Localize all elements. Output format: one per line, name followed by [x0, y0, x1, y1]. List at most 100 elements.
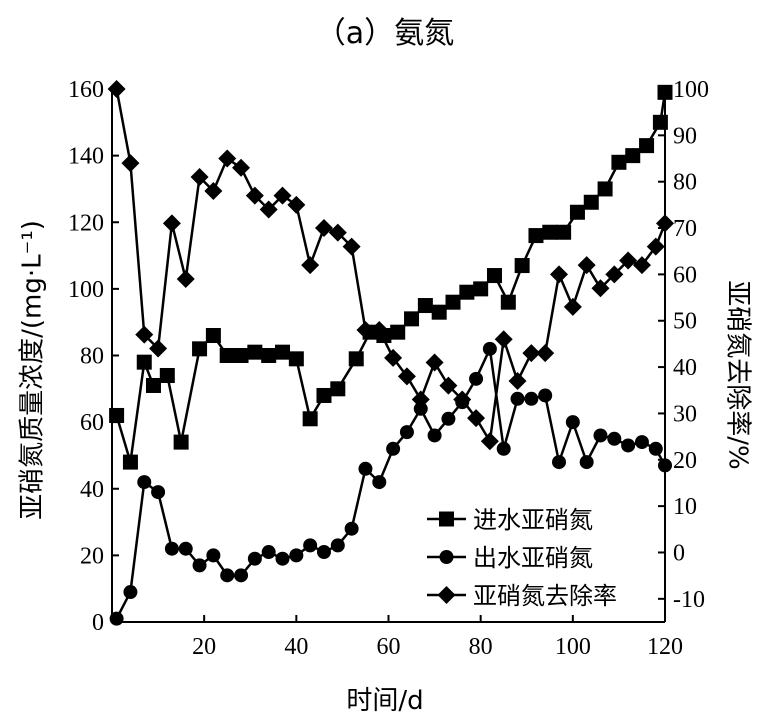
y-tick-label-left: 40 — [80, 477, 104, 503]
x-tick-label: 40 — [284, 634, 308, 660]
data-point-square — [569, 204, 585, 220]
x-tick-label: 60 — [377, 634, 401, 660]
y-tick-label-right: 100 — [673, 77, 709, 103]
data-point-diamond — [342, 237, 361, 256]
data-point-circle — [634, 435, 649, 450]
data-point-square — [500, 294, 516, 310]
data-point-circle — [441, 411, 456, 426]
data-point-square — [145, 377, 161, 393]
data-point-circle — [496, 441, 511, 456]
data-point-square — [486, 268, 502, 284]
data-point-square — [390, 324, 406, 340]
data-point-circle — [289, 548, 304, 563]
y-tick-label-left: 140 — [68, 144, 104, 170]
data-point-diamond — [605, 265, 624, 284]
data-point-diamond — [218, 149, 237, 168]
data-point-diamond — [232, 158, 251, 177]
data-point-diamond — [439, 376, 458, 395]
data-point-square — [657, 84, 673, 100]
data-point-square — [652, 114, 668, 130]
y-tick-label-left: 160 — [68, 77, 104, 103]
data-point-square — [445, 294, 461, 310]
data-point-diamond — [425, 353, 444, 372]
data-point-diamond — [149, 339, 168, 358]
data-point-circle — [316, 545, 331, 560]
y-tick-label-right: 20 — [673, 448, 697, 474]
series-line-circle — [115, 344, 667, 620]
data-point-circle — [399, 425, 414, 440]
data-point-square — [247, 344, 263, 360]
data-point-square — [459, 284, 475, 300]
chart-axes: 20 40 60 80 100 120 0 20 40 60 80 100 120 140 160 -10 0 1… — [68, 77, 709, 660]
data-point-square — [639, 138, 655, 154]
data-point-diamond — [577, 256, 596, 275]
data-point-square — [302, 411, 318, 427]
data-point-circle — [247, 551, 262, 566]
data-point-circle — [593, 428, 608, 443]
data-point-diamond — [162, 214, 181, 233]
data-point-diamond — [314, 219, 333, 238]
data-point-diamond — [176, 270, 195, 289]
data-point-square — [109, 407, 125, 423]
data-point-circle — [178, 541, 193, 556]
y-tick-label-right: 10 — [673, 494, 697, 520]
data-point-square — [192, 341, 208, 357]
y-tick-label-left: 120 — [68, 210, 104, 236]
x-tick-label: 80 — [469, 634, 493, 660]
data-point-diamond — [411, 390, 430, 409]
data-point-circle — [648, 441, 663, 456]
data-point-circle — [303, 538, 318, 553]
data-point-circle — [330, 538, 345, 553]
data-point-circle — [261, 545, 276, 560]
y-tick-label-left: 80 — [80, 344, 104, 370]
data-point-circle — [275, 551, 290, 566]
data-point-circle — [234, 568, 249, 583]
data-point-circle — [151, 485, 166, 500]
data-point-square — [330, 381, 346, 397]
y-tick-label-right: 40 — [673, 355, 697, 381]
data-point-circle — [206, 548, 221, 563]
y-tick-label-right: -10 — [673, 587, 705, 613]
y-tick-label-left: 20 — [80, 543, 104, 569]
data-point-diamond — [632, 256, 651, 275]
data-point-circle — [192, 558, 207, 573]
data-point-diamond — [135, 325, 154, 344]
y-tick-label-right: 50 — [673, 309, 697, 335]
data-point-diamond — [550, 265, 569, 284]
data-point-diamond — [397, 367, 416, 386]
data-point-diamond — [384, 348, 403, 367]
data-point-diamond — [619, 251, 638, 270]
data-point-diamond — [370, 321, 389, 340]
data-point-square — [528, 228, 544, 244]
data-point-circle — [427, 428, 442, 443]
x-tick-label: 20 — [192, 634, 216, 660]
data-point-diamond — [273, 186, 292, 205]
data-point-circle — [413, 401, 428, 416]
data-point-circle — [109, 611, 124, 626]
data-point-diamond — [453, 390, 472, 409]
data-point-circle — [524, 391, 539, 406]
data-point-square — [261, 348, 277, 363]
data-point-square — [514, 258, 530, 274]
x-tick-label: 100 — [555, 634, 591, 660]
data-point-diamond — [508, 371, 527, 390]
y-tick-label-right: 80 — [673, 170, 697, 196]
chart-series — [107, 80, 674, 626]
data-point-square — [316, 387, 332, 403]
legend-label: 亚硝氮去除率 — [473, 582, 617, 610]
data-point-square — [173, 434, 189, 450]
data-point-square — [625, 148, 641, 164]
data-point-square — [348, 351, 364, 367]
x-tick-label: 120 — [647, 634, 683, 660]
data-point-diamond — [259, 200, 278, 219]
data-point-circle — [469, 371, 484, 386]
y-tick-label-right: 30 — [673, 401, 697, 427]
legend-marker-circle — [439, 550, 454, 564]
data-point-circle — [607, 431, 622, 446]
legend-marker-diamond — [437, 586, 456, 604]
data-point-circle — [386, 441, 401, 456]
data-point-diamond — [646, 237, 665, 256]
data-point-square — [473, 281, 489, 297]
chart-title: （a）氨氮 — [315, 16, 455, 51]
